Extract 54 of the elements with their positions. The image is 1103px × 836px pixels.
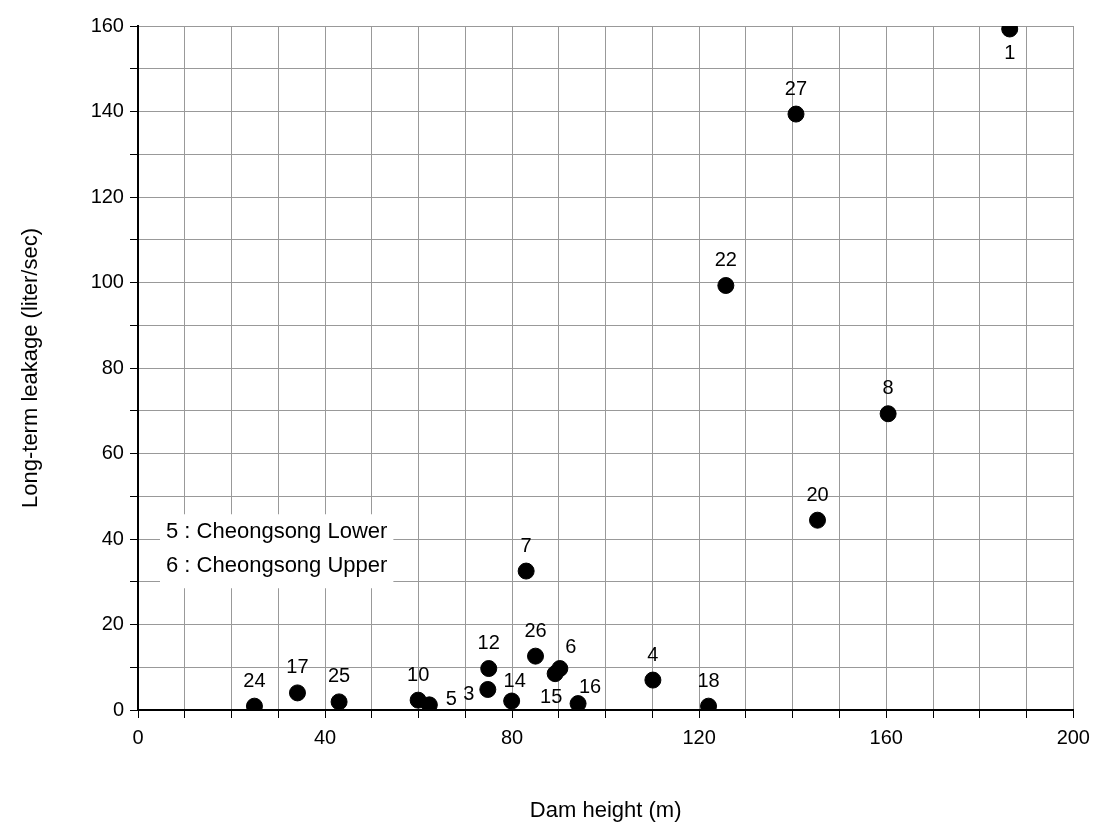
point (330, 693, 348, 710)
point (551, 660, 569, 678)
annotation: 16 (578, 675, 602, 698)
annotation: 18 (697, 668, 720, 691)
annotation: 6 : Cheongsong Upper (166, 552, 388, 578)
x-tick-label: 40 (313, 725, 337, 748)
point (569, 695, 587, 710)
annotation: 10 (407, 662, 430, 685)
x-tick-label: 200 (1056, 725, 1090, 748)
annotation: 15 (540, 685, 563, 708)
annotation: 27 (784, 76, 808, 99)
y-tick-label: 80 (101, 355, 124, 378)
x-tick-label: 160 (869, 725, 903, 748)
y-tick-label: 40 (101, 526, 124, 549)
y-tick-label: 100 (90, 270, 124, 293)
point (809, 511, 827, 529)
point (879, 405, 897, 423)
annotation: 20 (806, 482, 829, 505)
point (288, 684, 306, 702)
annotation: 14 (503, 668, 526, 691)
x-tick-label: 120 (682, 725, 716, 748)
annotation: 17 (286, 655, 309, 678)
annotation: 8 (882, 376, 894, 399)
point (644, 671, 662, 689)
x-tick-label: 0 (132, 725, 144, 748)
y-axis-title: Long-term leakage (liter/sec) (17, 227, 43, 509)
y-tick-label: 160 (90, 13, 124, 36)
annotation: 5 (445, 687, 457, 710)
annotation: 24 (243, 668, 266, 691)
point (717, 276, 735, 294)
y-tick-label: 60 (101, 441, 124, 464)
annotation: 1 (1004, 40, 1016, 63)
annotation: 3 (463, 682, 475, 704)
point (480, 660, 498, 678)
annotation: 25 (327, 664, 351, 687)
annotation: 22 (714, 248, 737, 271)
point (517, 562, 535, 580)
point (503, 692, 521, 710)
point (420, 696, 438, 710)
annotation: 12 (477, 631, 500, 654)
y-tick-label: 0 (112, 697, 124, 720)
y-tick-label: 140 (90, 99, 124, 122)
annotation: 6 (565, 635, 577, 658)
annotation: 5 : Cheongsong Lower (166, 518, 388, 544)
x-axis-title: Dam height (m) (529, 796, 682, 822)
point (479, 680, 497, 698)
annotation: 7 (520, 533, 532, 556)
annotation: 4 (647, 642, 659, 665)
annotation: 26 (524, 618, 547, 641)
point (787, 105, 805, 123)
y-tick-label: 120 (90, 184, 124, 207)
y-tick-label: 20 (101, 612, 124, 635)
point (527, 647, 545, 665)
x-tick-label: 80 (501, 725, 524, 748)
